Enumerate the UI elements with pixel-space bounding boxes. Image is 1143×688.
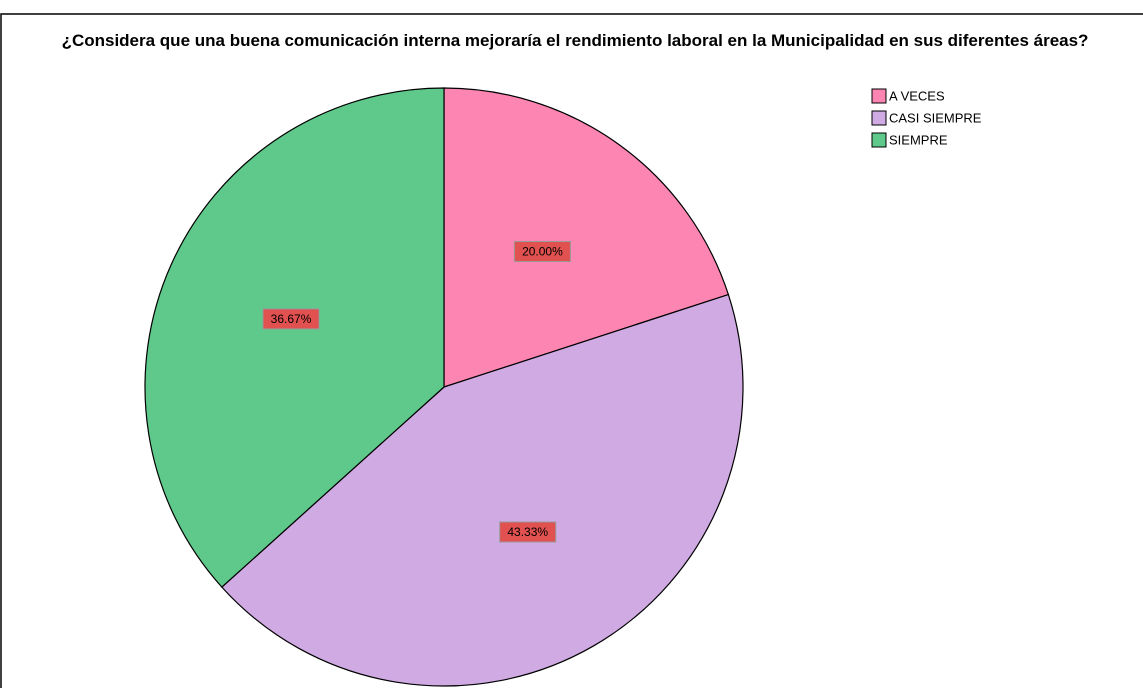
pie-slice bbox=[443, 87, 730, 388]
legend-swatch bbox=[871, 110, 887, 126]
legend-swatch bbox=[871, 88, 887, 104]
value-label: 20.00% bbox=[522, 245, 563, 259]
frame bbox=[0, 13, 1143, 688]
chart-title: ¿Considera que una buena comunicación in… bbox=[61, 31, 1089, 50]
legend-label: A VECES bbox=[889, 88, 945, 103]
value-label: 43.33% bbox=[507, 525, 548, 539]
value-label-box bbox=[499, 521, 557, 543]
legend-label: CASI SIEMPRE bbox=[889, 110, 982, 125]
legend-label: SIEMPRE bbox=[889, 132, 948, 147]
value-label-box bbox=[513, 241, 571, 263]
value-label-box bbox=[262, 308, 320, 330]
legend-swatch bbox=[871, 132, 887, 148]
pie-slice bbox=[144, 87, 445, 588]
value-label: 36.67% bbox=[271, 312, 312, 326]
pie-slice bbox=[220, 293, 744, 687]
